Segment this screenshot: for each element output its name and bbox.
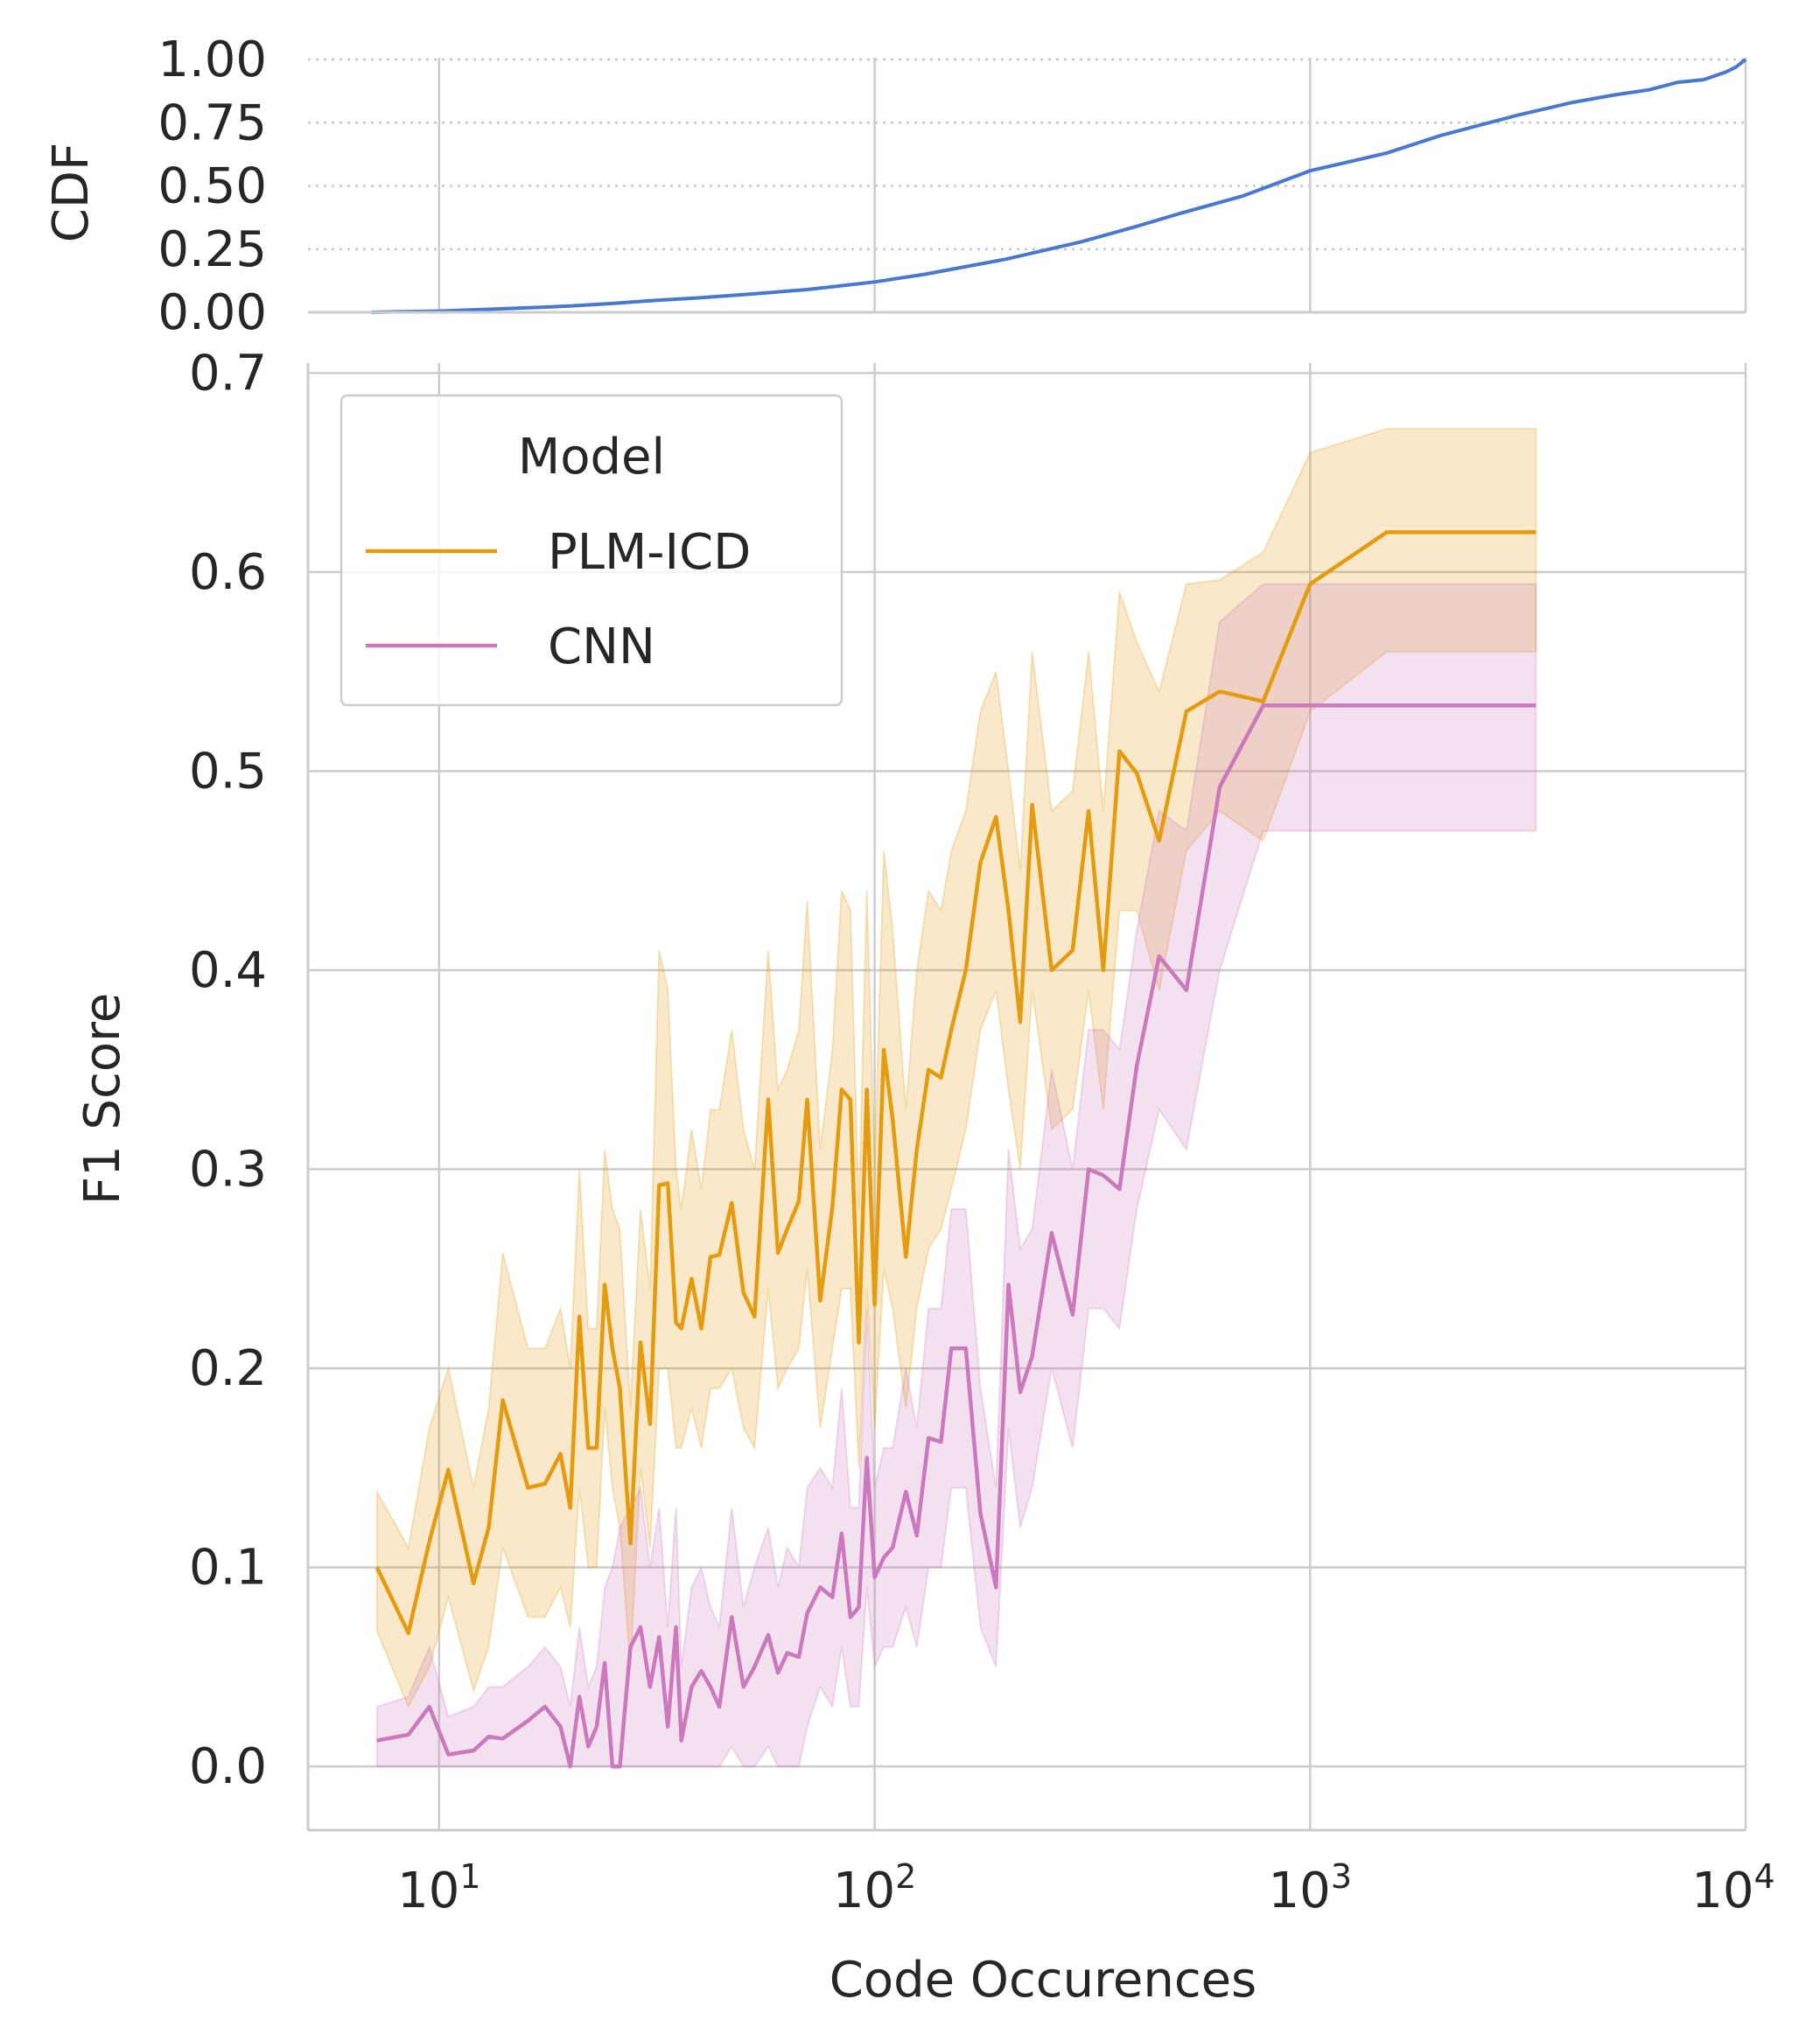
- f1-x-tick-label: 103: [1269, 1857, 1352, 1919]
- y-axis-label: F1 Score: [74, 993, 131, 1205]
- f1-y-tick-label: 0.4: [189, 942, 267, 999]
- f1-x-tick-label: 102: [833, 1857, 916, 1919]
- f1-y-tick-label: 0.1: [189, 1540, 267, 1597]
- f1-y-tick-label: 0.2: [189, 1340, 267, 1397]
- f1-y-tick-label: 0.0: [189, 1738, 267, 1795]
- f1-grid: [308, 363, 1747, 1830]
- series-line-plm-icd: [374, 530, 1536, 1635]
- cdf-line: [371, 58, 1747, 314]
- cdf-line-layer: [371, 58, 1747, 314]
- legend-label-plm-icd: PLM-ICD: [548, 524, 751, 581]
- legend-label-cnn: CNN: [548, 619, 655, 675]
- series-line-cnn: [376, 703, 1536, 1769]
- f1-axes: [306, 363, 1746, 1832]
- f1-confidence-bands: [375, 428, 1537, 1768]
- cdf-y-tick-labels: 0.00 0.25 0.50 0.75 1.00: [158, 31, 267, 341]
- f1-x-tick-label: 101: [397, 1857, 480, 1919]
- f1-x-tick-label: 104: [1691, 1857, 1774, 1919]
- confidence-band-cnn: [375, 583, 1537, 1768]
- f1-y-tick-labels: 0.0 0.1 0.2 0.3 0.4 0.5 0.6 0.7: [189, 345, 267, 1795]
- legend-title: Model: [518, 429, 665, 486]
- f1-y-tick-label: 0.3: [189, 1142, 267, 1199]
- x-axis-label: Code Occurences: [830, 1952, 1256, 2009]
- f1-series-lines: [374, 530, 1536, 1769]
- legend-items: PLM-ICD CNN: [366, 524, 751, 675]
- cdf-y-tick-label: 1.00: [158, 31, 267, 88]
- legend: Model PLM-ICD CNN: [340, 394, 844, 707]
- f1-y-tick-label: 0.6: [189, 544, 267, 601]
- f1-y-tick-label: 0.7: [189, 345, 267, 402]
- f1-x-tick-labels: 101 102 103 104: [397, 1857, 1775, 1919]
- f1-panel: 0.0 0.1 0.2 0.3 0.4 0.5 0.6 0.7 101 102 103 104 Co…: [74, 345, 1775, 2009]
- cdf-y-tick-label: 0.25: [158, 221, 267, 278]
- legend-frame: [340, 394, 844, 707]
- cdf-y-axis-label: CDF: [43, 143, 100, 242]
- confidence-band-plm-icd: [375, 428, 1537, 1709]
- f1-y-tick-label: 0.5: [189, 743, 267, 800]
- cdf-y-tick-label: 0.75: [158, 94, 267, 151]
- cdf-y-tick-label: 0.00: [158, 284, 267, 341]
- cdf-y-tick-label: 0.50: [158, 158, 267, 215]
- cdf-panel: 0.00 0.25 0.50 0.75 1.00 CDF: [43, 31, 1747, 341]
- cdf-grid: [308, 58, 1747, 312]
